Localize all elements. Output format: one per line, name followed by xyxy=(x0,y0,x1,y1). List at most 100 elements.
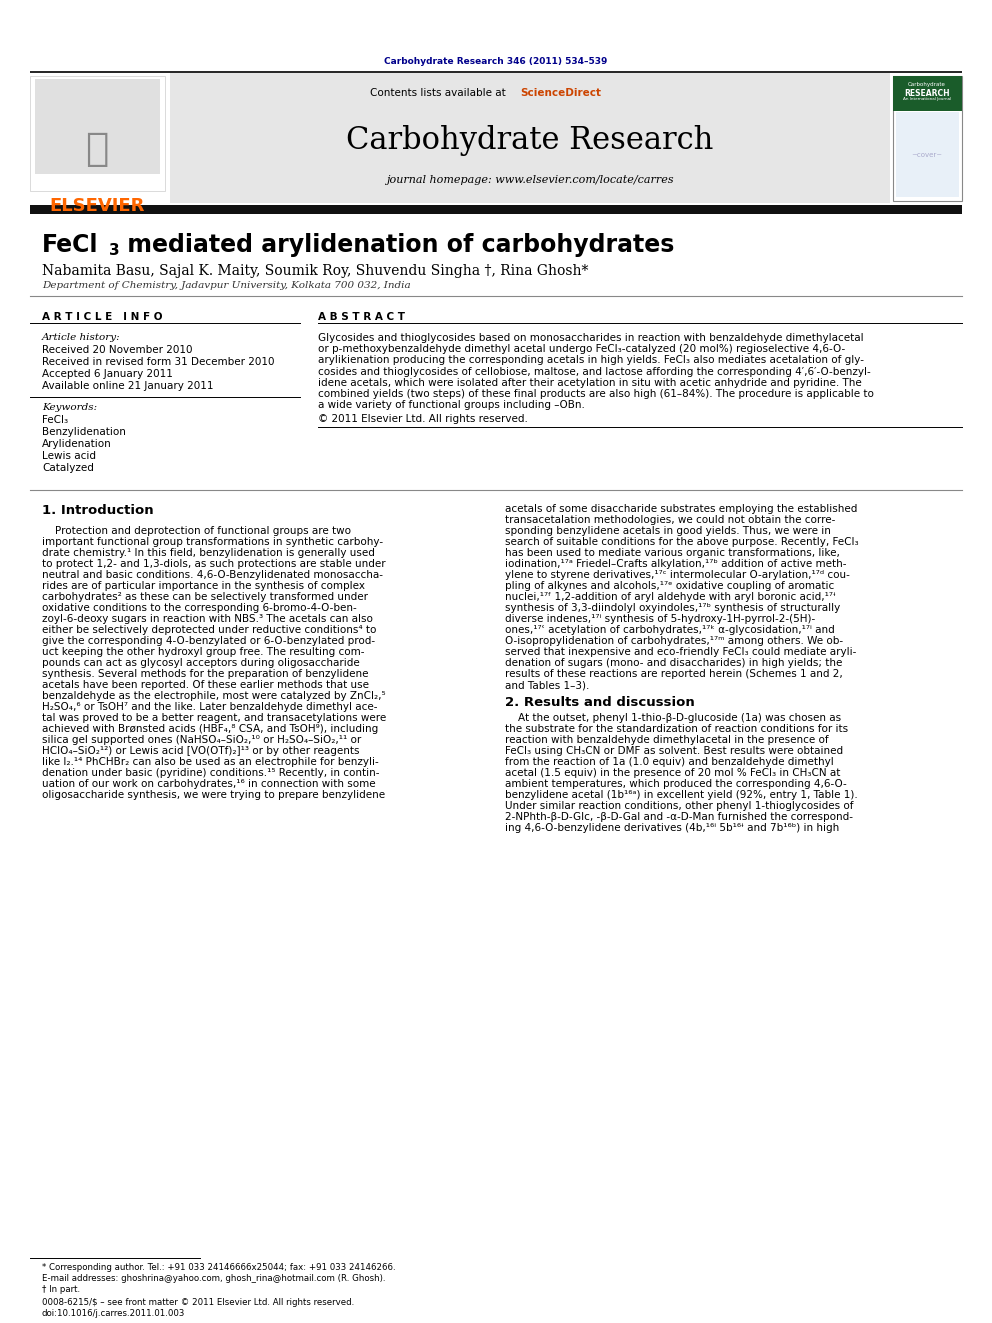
Text: acetal (1.5 equiv) in the presence of 20 mol % FeCl₃ in CH₃CN at: acetal (1.5 equiv) in the presence of 20… xyxy=(505,767,840,778)
Text: synthesis. Several methods for the preparation of benzylidene: synthesis. Several methods for the prepa… xyxy=(42,669,368,679)
Text: arylikienation producing the corresponding acetals in high yields. FeCl₃ also me: arylikienation producing the correspondi… xyxy=(318,356,864,365)
Text: Arylidenation: Arylidenation xyxy=(42,439,112,448)
Text: uation of our work on carbohydrates,¹⁶ in connection with some: uation of our work on carbohydrates,¹⁶ i… xyxy=(42,779,376,789)
Text: HClO₄–SiO₂¹²) or Lewis acid [VO(OTf)₂]¹³ or by other reagents: HClO₄–SiO₂¹²) or Lewis acid [VO(OTf)₂]¹³… xyxy=(42,746,359,755)
Text: mediated arylidenation of carbohydrates: mediated arylidenation of carbohydrates xyxy=(119,233,675,257)
Text: the substrate for the standardization of reaction conditions for its: the substrate for the standardization of… xyxy=(505,724,848,734)
Text: has been used to mediate various organic transformations, like,: has been used to mediate various organic… xyxy=(505,548,840,558)
Bar xyxy=(893,75,962,111)
Text: ylene to styrene derivatives,¹⁷ᶜ intermolecular O-arylation,¹⁷ᵈ cou-: ylene to styrene derivatives,¹⁷ᶜ intermo… xyxy=(505,570,850,579)
Text: served that inexpensive and eco-friendly FeCl₃ could mediate aryli-: served that inexpensive and eco-friendly… xyxy=(505,647,856,658)
Text: give the corresponding 4-O-benzylated or 6-O-benzylated prod-: give the corresponding 4-O-benzylated or… xyxy=(42,636,375,646)
Text: oligosaccharide synthesis, we were trying to prepare benzylidene: oligosaccharide synthesis, we were tryin… xyxy=(42,790,385,800)
Text: to protect 1,2- and 1,3-diols, as such protections are stable under: to protect 1,2- and 1,3-diols, as such p… xyxy=(42,560,386,569)
Text: H₂SO₄,⁶ or TsOH⁷ and the like. Later benzaldehyde dimethyl ace-: H₂SO₄,⁶ or TsOH⁷ and the like. Later ben… xyxy=(42,703,378,712)
Text: 1. Introduction: 1. Introduction xyxy=(42,504,154,517)
Text: RESEARCH: RESEARCH xyxy=(904,89,949,98)
Text: important functional group transformations in synthetic carbohy-: important functional group transformatio… xyxy=(42,537,383,546)
Text: search of suitable conditions for the above purpose. Recently, FeCl₃: search of suitable conditions for the ab… xyxy=(505,537,859,546)
Text: Article history:: Article history: xyxy=(42,333,121,343)
Text: ~cover~: ~cover~ xyxy=(912,152,942,157)
Text: a wide variety of functional groups including –OBn.: a wide variety of functional groups incl… xyxy=(318,400,585,410)
Text: pling of alkynes and alcohols,¹⁷ᵉ oxidative coupling of aromatic: pling of alkynes and alcohols,¹⁷ᵉ oxidat… xyxy=(505,581,834,591)
Text: transacetalation methodologies, we could not obtain the corre-: transacetalation methodologies, we could… xyxy=(505,515,835,525)
Text: Contents lists available at: Contents lists available at xyxy=(370,89,509,98)
Text: benzaldehyde as the electrophile, most were catalyzed by ZnCl₂,⁵: benzaldehyde as the electrophile, most w… xyxy=(42,691,386,701)
Text: Lewis acid: Lewis acid xyxy=(42,451,96,460)
Text: or p-methoxybenzaldehyde dimethyl acetal undergo FeCl₃-catalyzed (20 mol%) regio: or p-methoxybenzaldehyde dimethyl acetal… xyxy=(318,344,845,355)
Bar xyxy=(170,73,890,202)
Text: sponding benzylidene acetals in good yields. Thus, we were in: sponding benzylidene acetals in good yie… xyxy=(505,527,831,536)
Text: cosides and thioglycosides of cellobiose, maltose, and lactose affording the cor: cosides and thioglycosides of cellobiose… xyxy=(318,366,871,377)
Text: Carbohydrate Research 346 (2011) 534–539: Carbohydrate Research 346 (2011) 534–539 xyxy=(384,57,608,66)
Text: A B S T R A C T: A B S T R A C T xyxy=(318,312,405,321)
Text: 🌳: 🌳 xyxy=(85,130,109,168)
Text: iodination,¹⁷ᵃ Friedel–Crafts alkylation,¹⁷ᵇ addition of active meth-: iodination,¹⁷ᵃ Friedel–Crafts alkylation… xyxy=(505,560,846,569)
Text: * Corresponding author. Tel.: +91 033 24146666x25044; fax: +91 033 24146266.: * Corresponding author. Tel.: +91 033 24… xyxy=(42,1263,396,1271)
Text: uct keeping the other hydroxyl group free. The resulting com-: uct keeping the other hydroxyl group fre… xyxy=(42,647,364,658)
Text: carbohydrates² as these can be selectively transformed under: carbohydrates² as these can be selective… xyxy=(42,591,368,602)
Text: journal homepage: www.elsevier.com/locate/carres: journal homepage: www.elsevier.com/locat… xyxy=(386,175,674,185)
Text: Benzylidenation: Benzylidenation xyxy=(42,427,126,437)
Text: reaction with benzaldehyde dimethylacetal in the presence of: reaction with benzaldehyde dimethylaceta… xyxy=(505,736,828,745)
Text: Protection and deprotection of functional groups are two: Protection and deprotection of functiona… xyxy=(42,527,351,536)
Text: Received in revised form 31 December 2010: Received in revised form 31 December 201… xyxy=(42,357,275,366)
Text: benzylidene acetal (1b¹⁶ᵃ) in excellent yield (92%, entry 1, Table 1).: benzylidene acetal (1b¹⁶ᵃ) in excellent … xyxy=(505,790,858,800)
Text: zoyl-6-deoxy sugars in reaction with NBS.³ The acetals can also: zoyl-6-deoxy sugars in reaction with NBS… xyxy=(42,614,373,624)
Text: Glycosides and thioglycosides based on monosaccharides in reaction with benzalde: Glycosides and thioglycosides based on m… xyxy=(318,333,864,343)
Text: denation under basic (pyridine) conditions.¹⁵ Recently, in contin-: denation under basic (pyridine) conditio… xyxy=(42,767,380,778)
Text: pounds can act as glycosyl acceptors during oligosaccharide: pounds can act as glycosyl acceptors dur… xyxy=(42,658,360,668)
Text: like I₂.¹⁴ PhCHBr₂ can also be used as an electrophile for benzyli-: like I₂.¹⁴ PhCHBr₂ can also be used as a… xyxy=(42,757,379,767)
Text: results of these reactions are reported herein (Schemes 1 and 2,: results of these reactions are reported … xyxy=(505,669,843,679)
Text: © 2011 Elsevier Ltd. All rights reserved.: © 2011 Elsevier Ltd. All rights reserved… xyxy=(318,414,528,425)
Text: 2-NPhth-β-D-Glc, -β-D-Gal and -α-D-Man furnished the correspond-: 2-NPhth-β-D-Glc, -β-D-Gal and -α-D-Man f… xyxy=(505,812,853,822)
Bar xyxy=(896,112,959,197)
Text: ing 4,6-O-benzylidene derivatives (4b,¹⁶ⁱ 5b¹⁶ᶤ and 7b¹⁶ᵇ) in high: ing 4,6-O-benzylidene derivatives (4b,¹⁶… xyxy=(505,823,839,833)
Text: and Tables 1–3).: and Tables 1–3). xyxy=(505,680,589,691)
Text: neutral and basic conditions. 4,6-O-Benzylidenated monosaccha-: neutral and basic conditions. 4,6-O-Benz… xyxy=(42,570,383,579)
Text: A R T I C L E   I N F O: A R T I C L E I N F O xyxy=(42,312,163,321)
Text: diverse indenes,¹⁷ⁱ synthesis of 5-hydroxy-1H-pyrrol-2-(5H)-: diverse indenes,¹⁷ⁱ synthesis of 5-hydro… xyxy=(505,614,815,624)
Text: Under similar reaction conditions, other phenyl 1-thioglycosides of: Under similar reaction conditions, other… xyxy=(505,800,853,811)
Text: Nabamita Basu, Sajal K. Maity, Soumik Roy, Shuvendu Singha †, Rina Ghosh*: Nabamita Basu, Sajal K. Maity, Soumik Ro… xyxy=(42,265,588,278)
Text: ambient temperatures, which produced the corresponding 4,6-O-: ambient temperatures, which produced the… xyxy=(505,779,847,789)
Text: FeCl: FeCl xyxy=(42,233,98,257)
Text: Carbohydrate: Carbohydrate xyxy=(908,82,946,87)
Text: Keywords:: Keywords: xyxy=(42,404,97,411)
Text: idene acetals, which were isolated after their acetylation in situ with acetic a: idene acetals, which were isolated after… xyxy=(318,378,862,388)
Text: ELSEVIER: ELSEVIER xyxy=(50,197,145,216)
Text: denation of sugars (mono- and disaccharides) in high yields; the: denation of sugars (mono- and disacchari… xyxy=(505,658,842,668)
Text: combined yields (two steps) of these final products are also high (61–84%). The : combined yields (two steps) of these fin… xyxy=(318,389,874,400)
Text: silica gel supported ones (NaHSO₄–SiO₂,¹⁰ or H₂SO₄–SiO₂,¹¹ or: silica gel supported ones (NaHSO₄–SiO₂,¹… xyxy=(42,736,361,745)
Text: ones,¹⁷ʿ acetylation of carbohydrates,¹⁷ᵏ α-glycosidation,¹⁷ⁱ and: ones,¹⁷ʿ acetylation of carbohydrates,¹⁷… xyxy=(505,624,834,635)
Text: † In part.: † In part. xyxy=(42,1285,80,1294)
Text: 0008-6215/$ – see front matter © 2011 Elsevier Ltd. All rights reserved.: 0008-6215/$ – see front matter © 2011 El… xyxy=(42,1298,354,1307)
Bar xyxy=(30,75,165,191)
Text: FeCl₃: FeCl₃ xyxy=(42,415,68,425)
Text: nuclei,¹⁷ᶠ 1,2-addition of aryl aldehyde with aryl boronic acid,¹⁷ᶤ: nuclei,¹⁷ᶠ 1,2-addition of aryl aldehyde… xyxy=(505,591,835,602)
Text: 3: 3 xyxy=(109,243,120,258)
Text: Department of Chemistry, Jadavpur University, Kolkata 700 032, India: Department of Chemistry, Jadavpur Univer… xyxy=(42,280,411,290)
Text: acetals have been reported. Of these earlier methods that use: acetals have been reported. Of these ear… xyxy=(42,680,369,691)
Bar xyxy=(30,205,962,214)
Text: An International Journal: An International Journal xyxy=(903,97,951,101)
Text: O-isopropylidenation of carbohydrates,¹⁷ᵐ among others. We ob-: O-isopropylidenation of carbohydrates,¹⁷… xyxy=(505,636,843,646)
Text: Received 20 November 2010: Received 20 November 2010 xyxy=(42,345,192,355)
Text: 2. Results and discussion: 2. Results and discussion xyxy=(505,696,694,709)
Text: drate chemistry.¹ In this field, benzylidenation is generally used: drate chemistry.¹ In this field, benzyli… xyxy=(42,548,375,558)
Text: tal was proved to be a better reagent, and transacetylations were: tal was proved to be a better reagent, a… xyxy=(42,713,386,722)
Bar xyxy=(35,79,160,175)
Text: oxidative conditions to the corresponding 6-bromo-4-O-ben-: oxidative conditions to the correspondin… xyxy=(42,603,357,613)
Text: ScienceDirect: ScienceDirect xyxy=(520,89,601,98)
Text: acetals of some disaccharide substrates employing the established: acetals of some disaccharide substrates … xyxy=(505,504,857,515)
Text: doi:10.1016/j.carres.2011.01.003: doi:10.1016/j.carres.2011.01.003 xyxy=(42,1308,186,1318)
Text: At the outset, phenyl 1-thio-β-D-glucoside (1a) was chosen as: At the outset, phenyl 1-thio-β-D-glucosi… xyxy=(505,713,841,722)
Text: synthesis of 3,3-diindolyl oxyindoles,¹⁷ᵇ synthesis of structurally: synthesis of 3,3-diindolyl oxyindoles,¹⁷… xyxy=(505,603,840,613)
Text: E-mail addresses: ghoshrina@yahoo.com, ghosh_rina@hotmail.com (R. Ghosh).: E-mail addresses: ghoshrina@yahoo.com, g… xyxy=(42,1274,386,1283)
Text: Carbohydrate Research: Carbohydrate Research xyxy=(346,124,713,156)
Text: achieved with Brønsted acids (HBF₄,⁸ CSA, and TsOH⁹), including: achieved with Brønsted acids (HBF₄,⁸ CSA… xyxy=(42,724,378,734)
Text: Catalyzed: Catalyzed xyxy=(42,463,94,474)
Text: rides are of particular importance in the synthesis of complex: rides are of particular importance in th… xyxy=(42,581,365,591)
Text: FeCl₃ using CH₃CN or DMF as solvent. Best results were obtained: FeCl₃ using CH₃CN or DMF as solvent. Bes… xyxy=(505,746,843,755)
Text: Available online 21 January 2011: Available online 21 January 2011 xyxy=(42,381,213,392)
